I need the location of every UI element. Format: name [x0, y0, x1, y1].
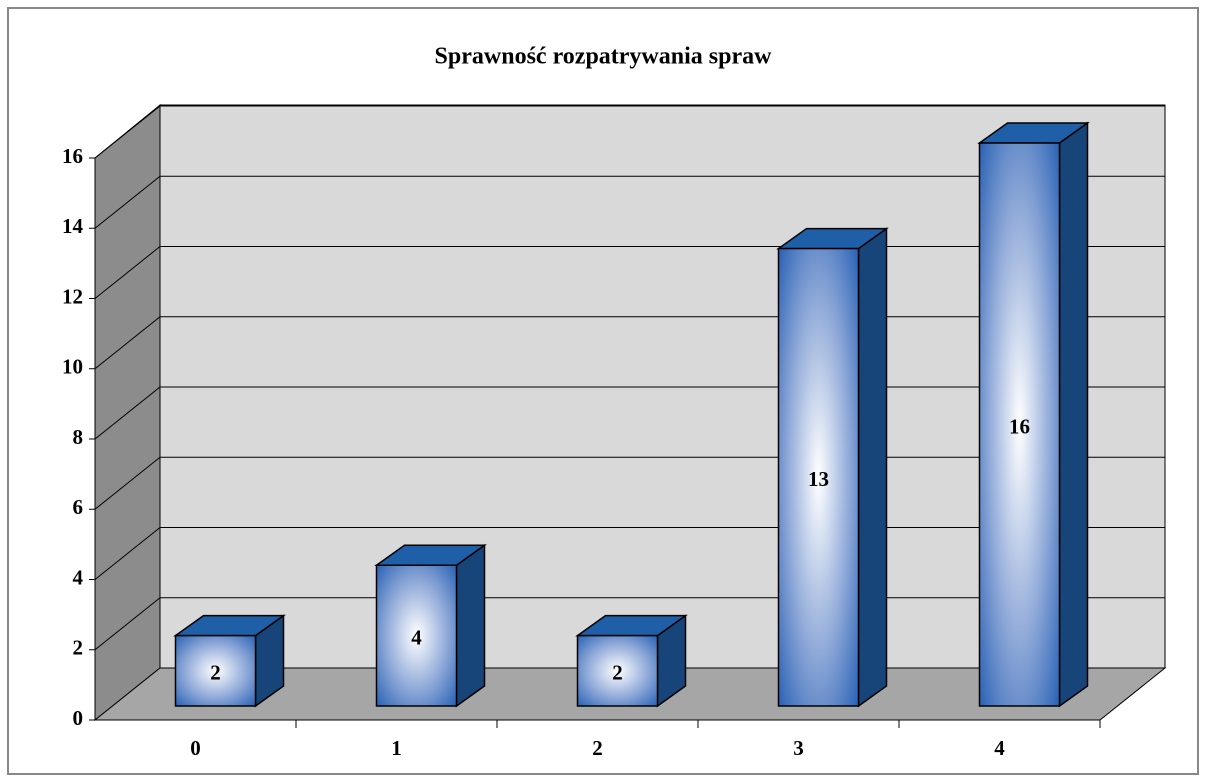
bar-part	[455, 543, 486, 708]
y-tick-label: 10	[62, 355, 83, 379]
y-tick-label: 8	[73, 425, 84, 449]
bar	[575, 614, 688, 708]
grid-line	[94, 456, 161, 510]
bar	[173, 614, 286, 708]
grid-line	[94, 597, 161, 651]
data-label: 4	[411, 625, 422, 649]
bar-part	[857, 227, 888, 708]
grid-line	[94, 527, 161, 580]
y-tick-label: 16	[62, 144, 83, 168]
y-tick-label: 0	[73, 706, 84, 730]
y-tick-label: 4	[73, 565, 84, 589]
x-tick-label: 3	[793, 736, 804, 760]
x-tick-label: 2	[592, 736, 603, 760]
y-tick-label: 6	[73, 495, 84, 519]
chart-title: Sprawność rozpatrywania spraw	[435, 44, 773, 70]
grid-line	[94, 316, 161, 370]
bar	[374, 543, 487, 708]
data-label: 16	[1009, 414, 1030, 438]
grid-line	[94, 105, 161, 159]
y-tick-label: 14	[62, 214, 84, 238]
bar-part	[174, 634, 257, 707]
y-tick-label: 12	[62, 284, 83, 308]
bar-part	[978, 142, 1061, 707]
grid-line	[94, 386, 161, 440]
bar	[977, 121, 1090, 708]
x-tick-label: 4	[994, 736, 1005, 760]
grid-line	[94, 175, 161, 229]
bar-part	[777, 247, 860, 707]
data-label: 2	[210, 661, 221, 685]
bar-part	[1058, 121, 1089, 708]
bar-part	[375, 564, 458, 707]
y-tick-label: 2	[73, 636, 84, 660]
bar-part	[576, 634, 659, 707]
bar	[776, 227, 889, 708]
data-label: 13	[808, 467, 829, 491]
grid-line	[94, 246, 161, 299]
data-label: 2	[612, 661, 623, 685]
x-tick-label: 1	[391, 736, 402, 760]
x-tick-label: 0	[190, 736, 201, 760]
